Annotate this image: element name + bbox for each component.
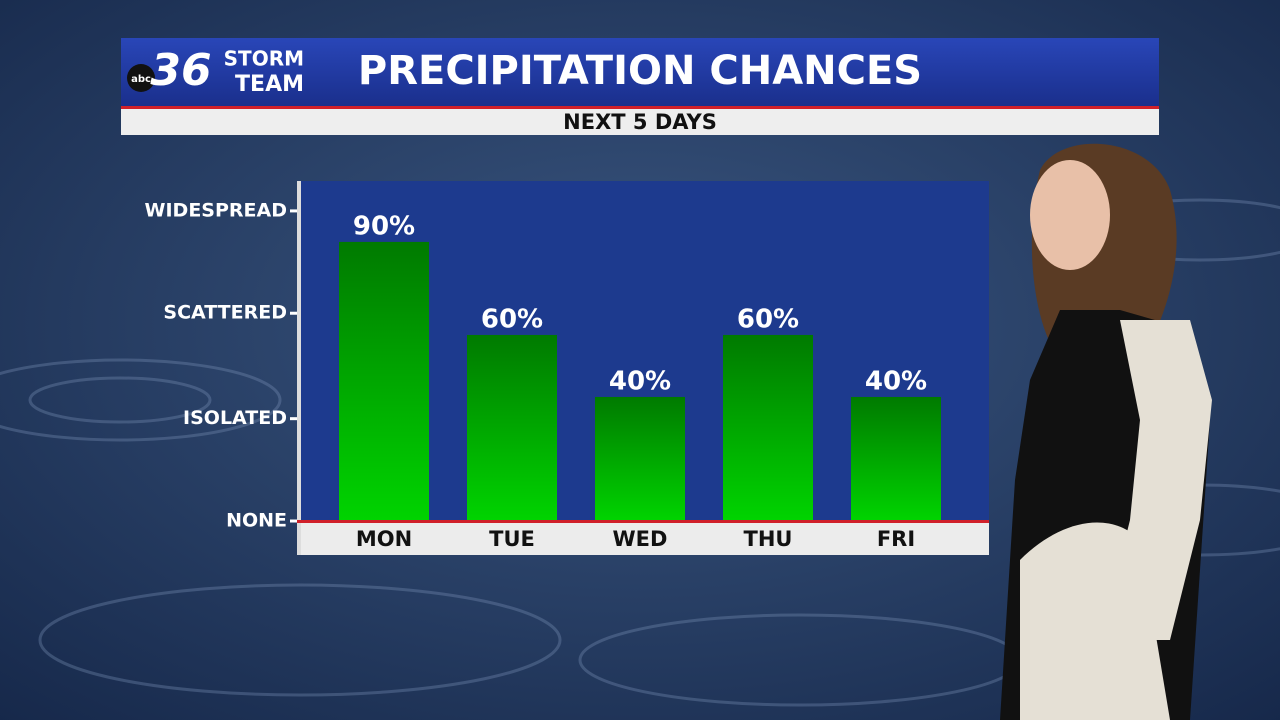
value-label: 60% — [481, 304, 543, 334]
y-tick-label: NONE — [226, 510, 287, 532]
station-number: 36 — [150, 45, 211, 96]
bar — [723, 334, 813, 521]
y-axis-line — [297, 181, 301, 555]
x-tick-label: WED — [613, 527, 668, 551]
value-label: 40% — [865, 366, 927, 396]
subtitle-bar — [121, 109, 1159, 135]
header-rule — [121, 106, 1159, 109]
chart: NONE ISOLATED SCATTERED WIDESPREAD MON 90% TUE… — [145, 199, 941, 551]
bar — [467, 334, 557, 521]
value-label: 60% — [737, 304, 799, 334]
network-logo: abc — [131, 74, 151, 85]
baseline — [297, 520, 989, 523]
logo-line2: TEAM — [235, 72, 304, 97]
category-band — [297, 523, 989, 555]
logo-line1: STORM — [224, 47, 304, 71]
value-label: 90% — [353, 211, 415, 241]
x-tick-label: FRI — [877, 527, 915, 551]
presenter — [1000, 143, 1212, 720]
chart-subtitle: NEXT 5 DAYS — [563, 110, 717, 134]
x-tick-label: TUE — [489, 527, 535, 551]
x-tick-label: MON — [356, 527, 412, 551]
bar — [339, 241, 429, 522]
y-tick-label: WIDESPREAD — [145, 199, 287, 221]
x-tick-label: THU — [744, 527, 793, 551]
header-bar — [121, 38, 1159, 106]
y-tick-label: SCATTERED — [163, 302, 287, 324]
bar — [595, 396, 685, 521]
chart-title: PRECIPITATION CHANCES — [358, 48, 922, 94]
bar — [851, 396, 941, 521]
y-tick-label: ISOLATED — [183, 407, 287, 429]
abc-badge — [127, 64, 155, 92]
value-label: 40% — [609, 366, 671, 396]
